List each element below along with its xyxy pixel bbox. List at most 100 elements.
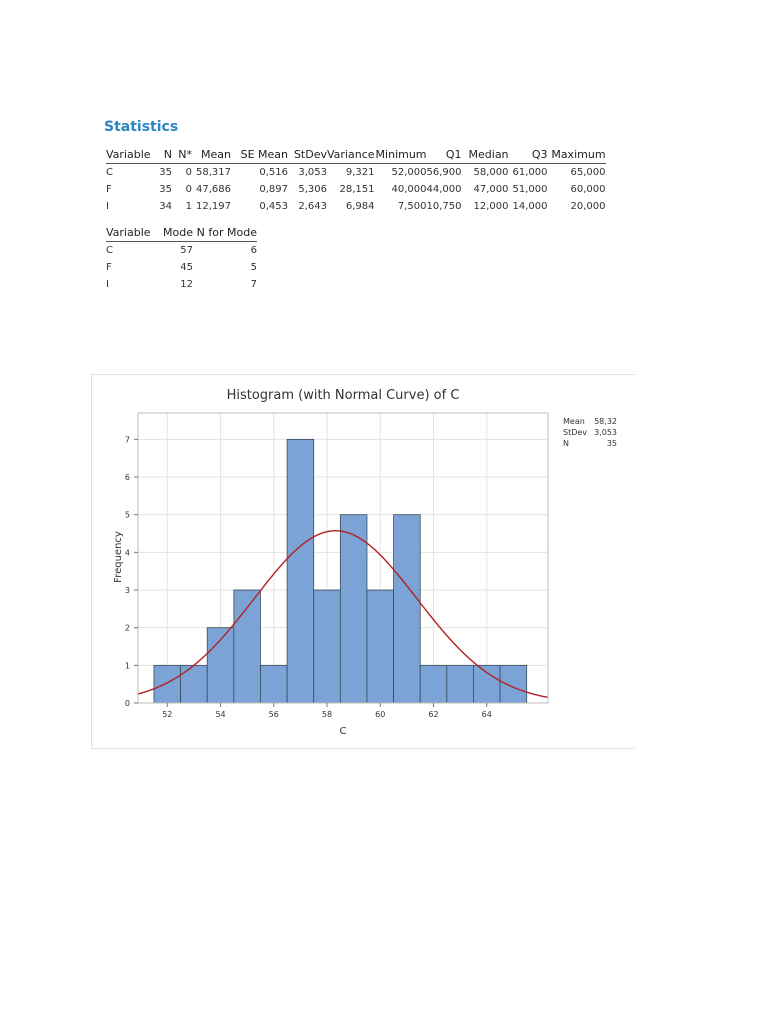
chart-title: Histogram (with Normal Curve) of C <box>227 388 460 403</box>
col-header-variance: Variance <box>327 148 375 164</box>
table-cell: 40,000 <box>391 184 427 195</box>
y-tick-label: 4 <box>125 548 130 557</box>
table-row: C 35 0 58,317 0,516 3,053 9,321 52,000 5… <box>106 164 606 182</box>
table-cell: 5 <box>250 262 257 273</box>
table-cell: 61,000 <box>512 167 548 178</box>
table-cell: I <box>106 279 109 290</box>
table-cell: 10,750 <box>426 201 462 212</box>
x-axis-label: C <box>340 726 347 737</box>
col-header-q3: Q3 <box>508 148 548 164</box>
table-row: C 57 6 <box>106 242 257 260</box>
statistics-header-row: Variable N N* Mean SE Mean StDev Varianc… <box>106 148 606 164</box>
table-cell: 57 <box>180 245 193 256</box>
histogram-bar <box>393 514 421 704</box>
y-tick-label: 0 <box>125 699 130 708</box>
table-cell: 44,000 <box>426 184 462 195</box>
y-tick-label: 1 <box>125 661 130 670</box>
x-tick-label: 62 <box>428 710 438 719</box>
histogram-bar <box>313 589 341 704</box>
table-cell: 6 <box>250 245 257 256</box>
table-cell: F <box>106 184 112 195</box>
table-cell: 7,500 <box>397 201 427 212</box>
histogram-bar <box>286 438 315 704</box>
table-cell: 12,000 <box>473 201 509 212</box>
histogram-bars <box>153 438 528 704</box>
legend-mean-label: Mean <box>563 417 585 426</box>
x-tick-label: 60 <box>375 710 385 719</box>
table-cell: 58,000 <box>473 167 509 178</box>
y-axis-label: Frequency <box>113 531 124 583</box>
table-cell: 0,516 <box>259 167 288 178</box>
x-axis-ticks: 52 54 56 58 60 62 64 <box>162 703 492 719</box>
x-tick-label: 58 <box>322 710 332 719</box>
col-header-variable: Variable <box>106 148 153 164</box>
table-cell: 2,643 <box>298 201 327 212</box>
col-header-variable: Variable <box>106 226 153 242</box>
table-cell: 56,900 <box>426 167 462 178</box>
normal-curve <box>137 530 549 699</box>
histogram-bar <box>473 664 501 704</box>
table-cell: 52,000 <box>391 167 427 178</box>
table-cell: 12,197 <box>196 201 231 212</box>
y-tick-label: 2 <box>125 624 130 633</box>
table-cell: 34 <box>159 201 172 212</box>
col-header-stdev: StDev <box>288 148 327 164</box>
y-tick-label: 3 <box>125 586 130 595</box>
table-cell: 47,000 <box>473 184 509 195</box>
table-cell: 51,000 <box>512 184 548 195</box>
col-header-mean: Mean <box>192 148 231 164</box>
legend-n-value: 35 <box>607 439 617 448</box>
col-header-n-missing: N* <box>172 148 192 164</box>
col-header-maximum: Maximum <box>547 148 606 164</box>
histogram-bar <box>419 664 448 704</box>
table-cell: 0,897 <box>259 184 288 195</box>
histogram-bar <box>339 514 368 704</box>
histogram-bar <box>260 664 288 704</box>
table-cell: 1 <box>185 201 192 212</box>
legend-n-label: N <box>563 439 569 448</box>
x-tick-label: 56 <box>269 710 279 719</box>
table-cell: C <box>106 245 113 256</box>
col-header-q1: Q1 <box>426 148 462 164</box>
table-cell: 28,151 <box>339 184 375 195</box>
col-header-median: Median <box>461 148 509 164</box>
x-tick-label: 54 <box>215 710 225 719</box>
table-cell: 0 <box>185 167 192 178</box>
x-tick-label: 52 <box>162 710 172 719</box>
table-cell: 47,686 <box>196 184 231 195</box>
statistics-table: Variable N N* Mean SE Mean StDev Varianc… <box>106 148 606 215</box>
histogram-bar <box>499 664 528 704</box>
table-cell: 6,984 <box>345 201 375 212</box>
col-header-se-mean: SE Mean <box>231 148 288 164</box>
table-cell: 60,000 <box>570 184 606 195</box>
histogram-chart: Histogram (with Normal Curve) of C 0 1 2 3 4… <box>113 388 617 737</box>
col-header-n-for-mode: N for Mode <box>193 226 257 242</box>
table-cell: C <box>106 167 113 178</box>
table-cell: 20,000 <box>570 201 606 212</box>
table-cell: 65,000 <box>570 167 606 178</box>
y-tick-label: 5 <box>125 511 130 520</box>
table-cell: 35 <box>159 184 172 195</box>
table-cell: 0 <box>185 184 192 195</box>
table-cell: 0,453 <box>259 201 288 212</box>
mode-header-row: Variable Mode N for Mode <box>106 226 257 242</box>
table-cell: 14,000 <box>512 201 548 212</box>
table-cell: 45 <box>180 262 193 273</box>
plot-area-border <box>137 412 549 704</box>
table-cell: 12 <box>180 279 193 290</box>
y-tick-label: 7 <box>125 435 130 444</box>
table-row: I 34 1 12,197 0,453 2,643 6,984 7,500 10… <box>106 198 606 215</box>
col-header-mode: Mode <box>153 226 193 242</box>
col-header-minimum: Minimum <box>374 148 427 164</box>
table-cell: 58,317 <box>196 167 231 178</box>
histogram-bar <box>233 589 261 704</box>
table-cell: 9,321 <box>345 167 375 178</box>
legend-stdev-label: StDev <box>563 428 587 437</box>
histogram-bar <box>153 664 181 704</box>
table-row: I 12 7 <box>106 276 257 293</box>
histogram-panel: Histogram (with Normal Curve) of C 0 1 2 3 4… <box>91 374 635 749</box>
x-tick-label: 64 <box>482 710 492 719</box>
y-axis-ticks: 0 1 2 3 4 5 6 7 <box>125 435 138 708</box>
table-cell: F <box>106 262 112 273</box>
legend-mean-value: 58,32 <box>594 417 617 426</box>
